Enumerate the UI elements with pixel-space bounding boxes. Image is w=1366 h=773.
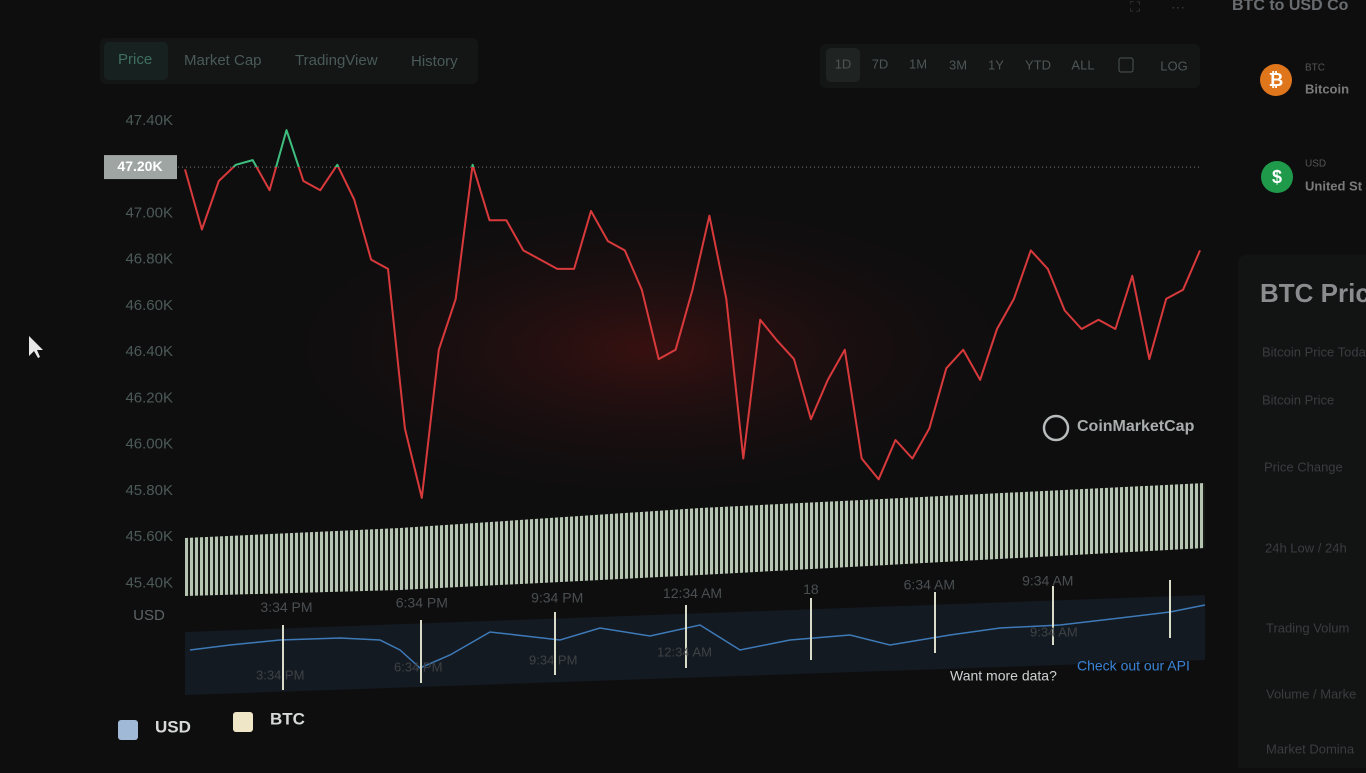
y-tick-label: 46.80K xyxy=(125,251,173,268)
x-tick-label: 9:34 AM xyxy=(1022,573,1073,589)
y-tick-label: 47.00K xyxy=(125,204,173,221)
tab[interactable]: History xyxy=(411,53,458,70)
footer-link[interactable]: Check out our API xyxy=(1077,658,1190,674)
stats-title: BTC Price xyxy=(1260,278,1366,308)
y-tick-label: 45.40K xyxy=(125,574,173,591)
calendar-icon[interactable] xyxy=(1118,57,1134,73)
range-bar xyxy=(820,44,1200,88)
y-tick-label: 47.40K xyxy=(125,112,173,129)
y-tick-label: 46.20K xyxy=(125,389,173,406)
stats-row: Bitcoin Price xyxy=(1262,392,1334,407)
usd-icon xyxy=(1261,161,1293,193)
navigator-labels: 3:34 PM 6:34 PM 9:34 PM 12:34 AM 9:34 AM xyxy=(256,624,1078,682)
tab[interactable]: Price xyxy=(118,51,152,68)
stats-row: Volume / Marke xyxy=(1266,686,1356,701)
legend-swatch xyxy=(233,712,253,732)
tab-bar xyxy=(100,38,478,84)
mouse-cursor xyxy=(29,336,43,358)
y-axis-label: USD xyxy=(133,607,165,624)
icon-glyph: $ xyxy=(1272,167,1282,187)
y-tick-label: 45.80K xyxy=(125,482,173,499)
navigator-line xyxy=(189,604,1206,669)
footer-text: Want more data? xyxy=(950,668,1057,684)
y-tick-label: 45.60K xyxy=(125,528,173,545)
range-button[interactable]: LOG xyxy=(1160,58,1187,73)
stats-row: Market Domina xyxy=(1266,741,1355,756)
glow xyxy=(230,180,1070,520)
navigator-label: 3:34 PM xyxy=(256,667,304,682)
range-button[interactable]: 1Y xyxy=(988,57,1004,72)
navigator xyxy=(185,595,1205,695)
currency-code: USD xyxy=(1305,159,1326,170)
x-tick-label: 18 xyxy=(803,581,819,597)
icon-glyph: ₿ xyxy=(1269,70,1284,90)
currency-name: United St xyxy=(1305,178,1363,193)
legend-label: BTC xyxy=(270,709,305,728)
tab[interactable]: Market Cap xyxy=(184,52,262,69)
volume-bars xyxy=(185,483,1205,596)
x-tick-label: 3:34 PM xyxy=(260,599,312,615)
y-tick-label: 46.40K xyxy=(125,343,173,360)
range-button[interactable]: 7D xyxy=(872,56,889,71)
legend-label: USD xyxy=(155,717,191,736)
range-button[interactable]: ALL xyxy=(1071,57,1094,72)
watermark-logo xyxy=(1042,414,1070,442)
range-active xyxy=(826,48,860,82)
range-button[interactable]: 1D xyxy=(835,56,852,71)
x-tick-label: 12:34 AM xyxy=(663,585,722,601)
fullscreen-icon[interactable]: ⛶ xyxy=(1130,0,1140,15)
navigator-label: 9:34 PM xyxy=(529,652,577,667)
x-tick-label: 9:34 PM xyxy=(531,590,583,606)
stats-subtitle: Bitcoin Price Toda xyxy=(1262,344,1366,359)
price-series xyxy=(184,129,1201,499)
navigator-handles xyxy=(282,580,1171,690)
stats-panel xyxy=(1238,255,1366,773)
range-button[interactable]: 1M xyxy=(909,56,927,71)
stats-row: Trading Volum xyxy=(1266,620,1349,635)
currency-code: BTC xyxy=(1305,63,1325,74)
watermark: CoinMarketCap xyxy=(1077,418,1195,435)
price-badge xyxy=(104,155,177,180)
range-button[interactable]: YTD xyxy=(1025,57,1051,72)
stats-row: 24h Low / 24h xyxy=(1265,540,1347,555)
navigator-label: 9:34 AM xyxy=(1030,624,1078,639)
range-button[interactable]: 3M xyxy=(949,57,967,72)
more-icon[interactable]: ··· xyxy=(1171,0,1185,15)
stats-row: Price Change xyxy=(1264,459,1343,474)
x-tick-label: 6:34 PM xyxy=(396,594,448,610)
currency-name: Bitcoin xyxy=(1305,81,1349,96)
converter-title: BTC to USD Co xyxy=(1232,0,1349,14)
x-tick-label: 6:34 AM xyxy=(904,577,955,593)
tab[interactable]: TradingView xyxy=(295,52,378,69)
y-tick-label: 46.00K xyxy=(125,436,173,453)
legend-swatch xyxy=(118,720,138,740)
btc-icon xyxy=(1260,64,1292,96)
price-label: 47.20K xyxy=(117,158,162,174)
tab-active xyxy=(104,42,168,80)
navigator-label: 6:34 PM xyxy=(394,659,442,674)
navigator-label: 12:34 AM xyxy=(657,644,712,659)
y-tick-label: 46.60K xyxy=(125,297,173,314)
chart: 47.40K 47.00K 46.80K 46.60K 46.40K 46.20K 46.0… xyxy=(104,112,1201,740)
